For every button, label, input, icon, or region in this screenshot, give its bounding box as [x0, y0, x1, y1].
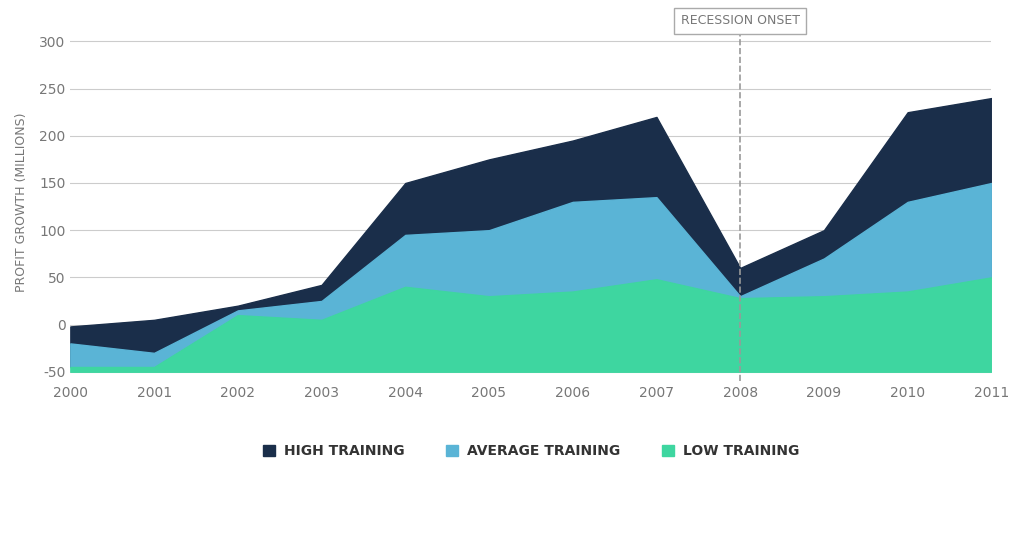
- Y-axis label: PROFIT GROWTH (MILLIONS): PROFIT GROWTH (MILLIONS): [15, 112, 28, 292]
- Text: RECESSION ONSET: RECESSION ONSET: [681, 14, 800, 27]
- Legend: HIGH TRAINING, AVERAGE TRAINING, LOW TRAINING: HIGH TRAINING, AVERAGE TRAINING, LOW TRA…: [257, 439, 805, 464]
